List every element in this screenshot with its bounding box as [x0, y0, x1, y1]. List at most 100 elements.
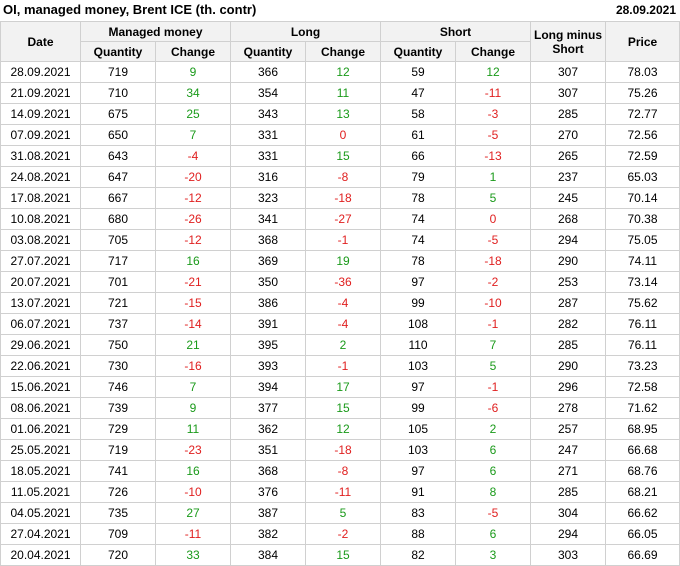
- change-cell: -10: [155, 481, 231, 503]
- value-cell: 83: [380, 502, 457, 524]
- value-cell: 99: [380, 397, 457, 419]
- change-cell: -26: [155, 208, 231, 230]
- value-cell: 730: [80, 355, 156, 377]
- change-cell: -11: [455, 82, 532, 104]
- header-cell: Short: [380, 21, 532, 42]
- change-cell: 13: [304, 103, 382, 125]
- value-cell: 71.62: [605, 397, 680, 419]
- change-cell: 7: [155, 376, 231, 398]
- value-cell: 66: [380, 145, 457, 167]
- value-cell: 285: [530, 481, 607, 503]
- value-cell: 650: [80, 124, 156, 146]
- table-row: 03.08.2021 705 -12 368 -1 74 -5 294 75.05: [0, 229, 680, 251]
- value-cell: 709: [80, 523, 156, 545]
- value-cell: 97: [380, 271, 457, 293]
- date-cell: 01.06.2021: [0, 418, 81, 440]
- value-cell: 741: [80, 460, 156, 482]
- value-cell: 721: [80, 292, 156, 314]
- date-cell: 17.08.2021: [0, 187, 81, 209]
- table-row: 13.07.2021 721 -15 386 -4 99 -10 287 75.62: [0, 292, 680, 314]
- change-cell: -4: [304, 313, 382, 335]
- table-row: 29.06.2021 750 21 395 2 110 7 285 76.11: [0, 334, 680, 356]
- change-cell: 15: [304, 397, 382, 419]
- table-row: 24.08.2021 647 -20 316 -8 79 1 237 65.03: [0, 166, 680, 188]
- change-cell: 7: [155, 124, 231, 146]
- value-cell: 68.76: [605, 460, 680, 482]
- value-cell: 75.05: [605, 229, 680, 251]
- value-cell: 75.26: [605, 82, 680, 104]
- change-cell: -3: [455, 103, 532, 125]
- value-cell: 66.05: [605, 523, 680, 545]
- date-cell: 25.05.2021: [0, 439, 81, 461]
- change-cell: -13: [455, 145, 532, 167]
- date-cell: 27.04.2021: [0, 523, 81, 545]
- change-cell: -18: [304, 187, 382, 209]
- value-cell: 368: [230, 229, 306, 251]
- value-cell: 382: [230, 523, 306, 545]
- change-cell: -2: [455, 271, 532, 293]
- date-cell: 22.06.2021: [0, 355, 81, 377]
- change-cell: -2: [304, 523, 382, 545]
- value-cell: 285: [530, 334, 607, 356]
- table-row: 27.04.2021 709 -11 382 -2 88 6 294 66.05: [0, 523, 680, 545]
- subheader-cell: Quantity: [380, 41, 457, 62]
- change-cell: -1: [304, 355, 382, 377]
- value-cell: 61: [380, 124, 457, 146]
- table-row: 21.09.2021 710 34 354 11 47 -11 307 75.26: [0, 82, 680, 104]
- value-cell: 72.58: [605, 376, 680, 398]
- value-cell: 710: [80, 82, 156, 104]
- value-cell: 270: [530, 124, 607, 146]
- value-cell: 257: [530, 418, 607, 440]
- value-cell: 362: [230, 418, 306, 440]
- change-cell: 11: [155, 418, 231, 440]
- table-row: 14.09.2021 675 25 343 13 58 -3 285 72.77: [0, 103, 680, 125]
- change-cell: -1: [304, 229, 382, 251]
- date-cell: 20.07.2021: [0, 271, 81, 293]
- value-cell: 72.59: [605, 145, 680, 167]
- value-cell: 296: [530, 376, 607, 398]
- value-cell: 368: [230, 460, 306, 482]
- value-cell: 719: [80, 61, 156, 83]
- date-cell: 15.06.2021: [0, 376, 81, 398]
- change-cell: 11: [304, 82, 382, 104]
- value-cell: 369: [230, 250, 306, 272]
- value-cell: 265: [530, 145, 607, 167]
- header-cell: Date: [0, 21, 81, 62]
- change-cell: 2: [304, 334, 382, 356]
- change-cell: -12: [155, 187, 231, 209]
- value-cell: 72.77: [605, 103, 680, 125]
- change-cell: -23: [155, 439, 231, 461]
- value-cell: 278: [530, 397, 607, 419]
- value-cell: 351: [230, 439, 306, 461]
- value-cell: 341: [230, 208, 306, 230]
- value-cell: 331: [230, 145, 306, 167]
- value-cell: 70.38: [605, 208, 680, 230]
- date-cell: 24.08.2021: [0, 166, 81, 188]
- change-cell: 12: [304, 418, 382, 440]
- value-cell: 294: [530, 523, 607, 545]
- header-cell: Long: [229, 21, 382, 42]
- value-cell: 74: [380, 229, 457, 251]
- value-cell: 76.11: [605, 313, 680, 335]
- value-cell: 290: [530, 355, 607, 377]
- table-row: 20.07.2021 701 -21 350 -36 97 -2 253 73.14: [0, 271, 680, 293]
- table-body: 28.09.2021 719 9 366 12 59 12 307 78.03 21.09.202…: [0, 61, 680, 566]
- value-cell: 74.11: [605, 250, 680, 272]
- change-cell: -14: [155, 313, 231, 335]
- table-row: 06.07.2021 737 -14 391 -4 108 -1 282 76.11: [0, 313, 680, 335]
- date-cell: 11.05.2021: [0, 481, 81, 503]
- table-row: 31.08.2021 643 -4 331 15 66 -13 265 72.59: [0, 145, 680, 167]
- header-cell: Price: [605, 21, 680, 62]
- change-cell: -4: [155, 145, 231, 167]
- change-cell: 9: [155, 61, 231, 83]
- date-cell: 21.09.2021: [0, 82, 81, 104]
- value-cell: 68.21: [605, 481, 680, 503]
- change-cell: -18: [455, 250, 532, 272]
- value-cell: 391: [230, 313, 306, 335]
- value-cell: 735: [80, 502, 156, 524]
- value-cell: 726: [80, 481, 156, 503]
- change-cell: 21: [155, 334, 231, 356]
- value-cell: 271: [530, 460, 607, 482]
- table-row: 15.06.2021 746 7 394 17 97 -1 296 72.58: [0, 376, 680, 398]
- change-cell: -11: [155, 523, 231, 545]
